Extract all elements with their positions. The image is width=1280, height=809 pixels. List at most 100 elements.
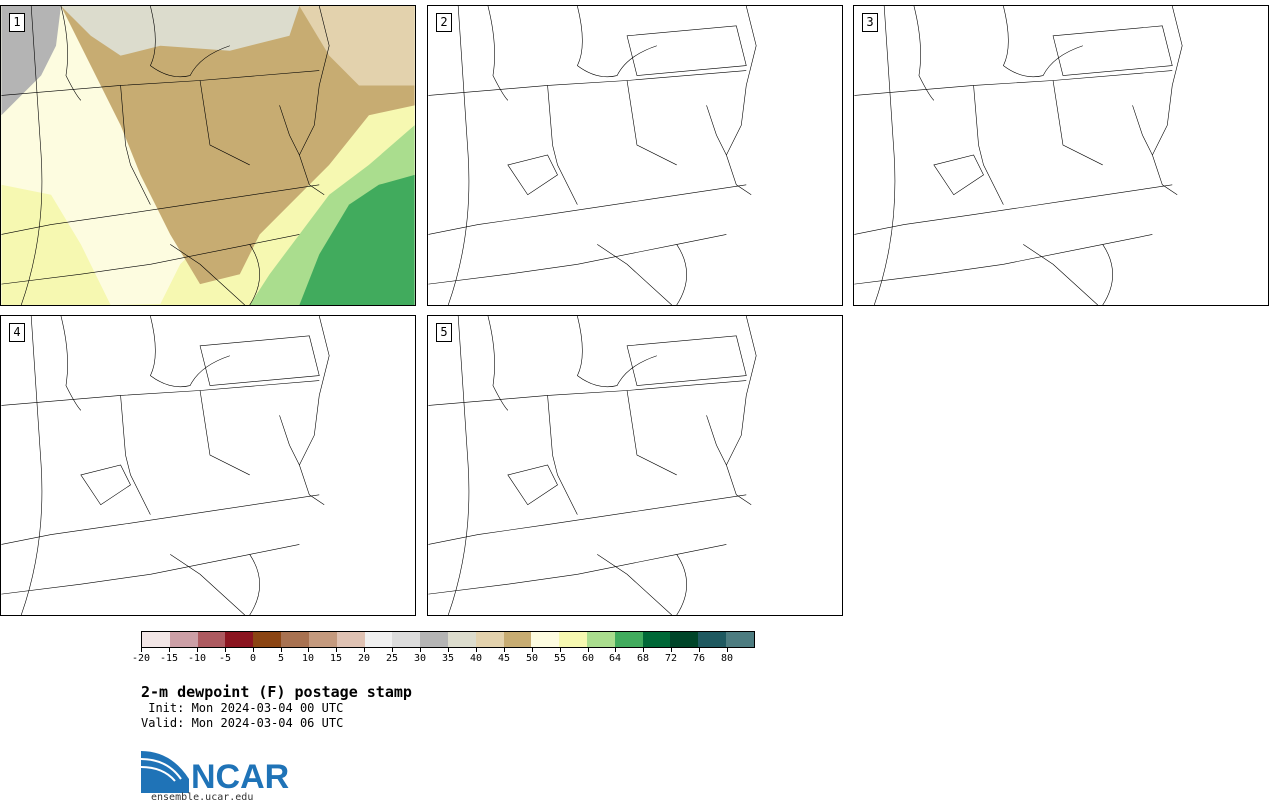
boundary-line xyxy=(60,6,82,101)
colorbar-tick-label: 64 xyxy=(608,653,622,664)
colorbar-tick xyxy=(364,648,365,652)
colorbar-tick xyxy=(392,648,393,652)
logo-wordmark: NCAR xyxy=(191,758,289,793)
panel-number: 4 xyxy=(9,323,25,342)
colorbar-tick-label: -15 xyxy=(159,653,179,664)
dewpoint-map-3 xyxy=(854,6,1183,305)
colorbar-swatch xyxy=(197,632,226,647)
colorbar-tick-label: 25 xyxy=(385,653,399,664)
colorbar-swatch xyxy=(420,632,448,647)
boundary-line xyxy=(20,6,43,305)
colorbar-swatch xyxy=(253,632,282,647)
colorbar-tick-label: -20 xyxy=(131,653,151,664)
colorbar-tick xyxy=(560,648,561,652)
colorbar-tick xyxy=(615,648,616,652)
colorbar-swatch xyxy=(726,632,754,647)
colorbar-tick xyxy=(197,648,198,652)
boundary-line xyxy=(1,234,300,285)
dewpoint-region xyxy=(1,6,61,116)
colorbar-swatch xyxy=(475,632,504,647)
colorbar-tick xyxy=(671,648,672,652)
logo-url: ensemble.ucar.edu xyxy=(151,792,254,803)
dewpoint-region xyxy=(60,6,415,285)
colorbar-tick-label: 40 xyxy=(469,653,483,664)
plot-title: 2-m dewpoint (F) postage stamp xyxy=(141,683,412,701)
state-boundaries xyxy=(1,6,330,305)
valid-time: Valid: Mon 2024-03-04 06 UTC xyxy=(141,716,344,730)
dewpoint-map-4 xyxy=(1,316,330,615)
colorbar-tick xyxy=(308,648,309,652)
colorbar-tick xyxy=(141,648,142,652)
colorbar-tick-label: 80 xyxy=(720,653,734,664)
colorbar-swatch xyxy=(503,632,532,647)
colorbar-swatch xyxy=(670,632,699,647)
colorbar-tick xyxy=(225,648,226,652)
boundary-line xyxy=(279,105,300,156)
colorbar-swatch xyxy=(447,632,476,647)
colorbar-tick-label: 20 xyxy=(357,653,371,664)
colorbar-swatch xyxy=(587,632,615,647)
colorbar-swatch xyxy=(225,632,254,647)
colorbar-swatch xyxy=(531,632,560,647)
colorbar-swatch xyxy=(559,632,587,647)
boundary-line xyxy=(120,85,151,205)
colorbar-tick-label: 35 xyxy=(441,653,455,664)
colorbar-swatch xyxy=(698,632,727,647)
dewpoint-region xyxy=(299,6,415,86)
colorbar-tick-label: -5 xyxy=(218,653,232,664)
colorbar-tick-label: 15 xyxy=(329,653,343,664)
boundary-line xyxy=(199,80,250,166)
boundary-line xyxy=(299,6,330,195)
colorbar-tick-label: -10 xyxy=(187,653,207,664)
dewpoint-fill xyxy=(1,6,415,305)
dewpoint-region xyxy=(299,174,415,305)
colorbar-swatch xyxy=(364,632,393,647)
boundary-line xyxy=(150,6,230,78)
init-time: Init: Mon 2024-03-04 00 UTC xyxy=(141,701,344,715)
stamp-panel-2: 2 xyxy=(427,5,843,306)
colorbar-tick xyxy=(281,648,282,652)
colorbar-tick-label: 68 xyxy=(636,653,650,664)
colorbar-tick xyxy=(588,648,589,652)
colorbar-tick xyxy=(504,648,505,652)
stamp-panel-4: 4 xyxy=(0,315,416,616)
dewpoint-map-1 xyxy=(1,6,415,305)
panel-number: 1 xyxy=(9,13,25,32)
colorbar-tick xyxy=(420,648,421,652)
colorbar-tick xyxy=(699,648,700,652)
colorbar-swatch xyxy=(281,632,309,647)
stamp-panel-1: 1 xyxy=(0,5,416,306)
colorbar-tick-label: 45 xyxy=(497,653,511,664)
colorbar-swatch xyxy=(142,632,170,647)
panel-number: 2 xyxy=(436,13,452,32)
stamp-panel-3: 3 xyxy=(853,5,1269,306)
boundary-line xyxy=(1,184,320,235)
boundary-line xyxy=(170,244,245,305)
colorbar-tick-label: 30 xyxy=(413,653,427,664)
dewpoint-region xyxy=(1,6,300,56)
colorbar-tick xyxy=(448,648,449,652)
colorbar-tick-label: 60 xyxy=(581,653,595,664)
dewpoint-map-5 xyxy=(428,316,757,615)
colorbar xyxy=(141,631,755,648)
dewpoint-map-2 xyxy=(428,6,757,305)
colorbar-tick xyxy=(532,648,533,652)
colorbar-tick xyxy=(253,648,254,652)
colorbar-tick xyxy=(336,648,337,652)
colorbar-ticks: -20 -15 -10 -5 0 5 10 15 20 25 30 35 40 45 50 55 60 64 68 7… xyxy=(132,648,755,670)
colorbar-swatch xyxy=(614,632,643,647)
colorbar-tick xyxy=(643,648,644,652)
colorbar-tick xyxy=(169,648,170,652)
colorbar-tick xyxy=(727,648,728,652)
colorbar-swatch xyxy=(308,632,337,647)
stamp-panel-5: 5 xyxy=(427,315,843,616)
colorbar-tick-label: 50 xyxy=(525,653,539,664)
colorbar-tick-label: 5 xyxy=(277,653,285,664)
ncar-logo: NCAR xyxy=(141,751,289,793)
colorbar-swatch xyxy=(642,632,671,647)
colorbar-swatch xyxy=(169,632,198,647)
colorbar-tick xyxy=(476,648,477,652)
colorbar-swatch xyxy=(336,632,365,647)
boundary-line xyxy=(249,244,260,305)
colorbar-tick-label: 10 xyxy=(301,653,315,664)
